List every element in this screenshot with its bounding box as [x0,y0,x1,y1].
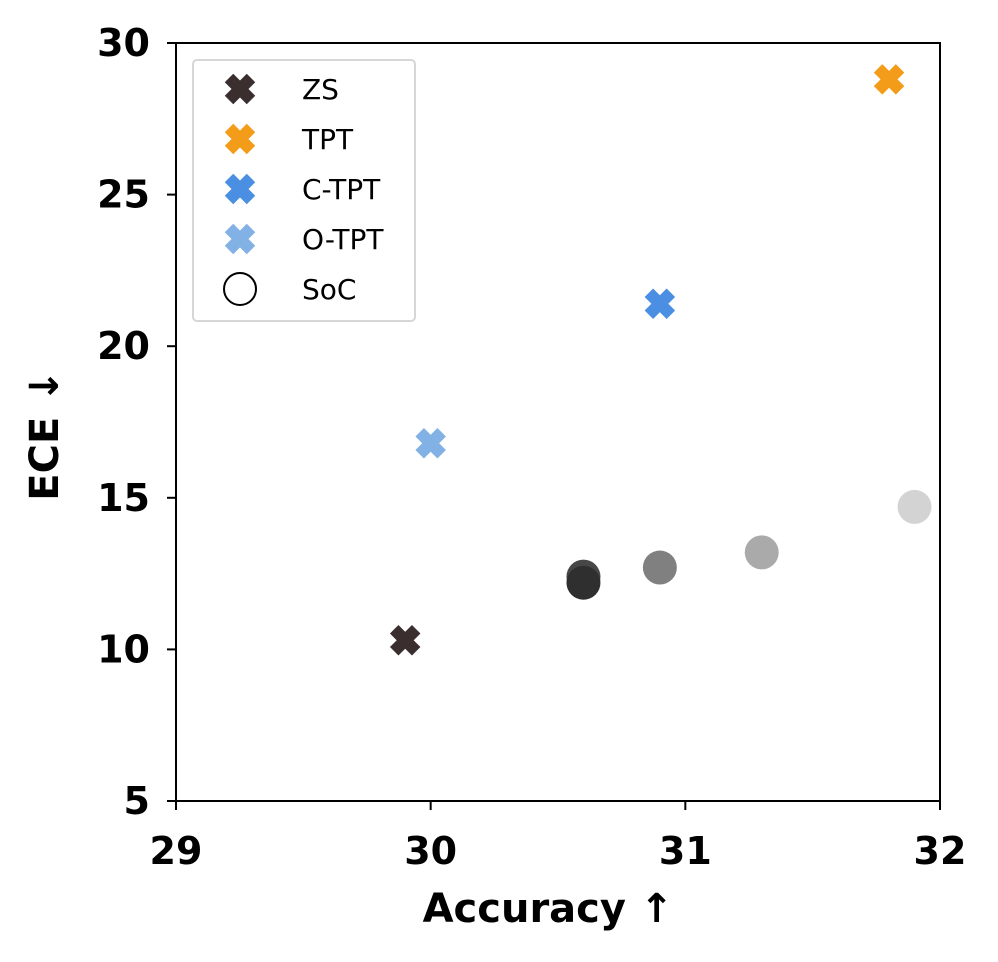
axes: 29 30 31 32 5 10 15 20 25 30 [97,21,966,873]
legend-marker-zs [224,73,256,105]
y-tick-label: 5 [124,779,150,823]
legend-label-soc: SoC [302,273,356,306]
legend-marker-o-tpt [224,223,256,255]
y-tick-label: 10 [97,627,150,671]
data-point-soc-5 [897,489,932,524]
legend-label-o-tpt: O-TPT [302,223,384,256]
legend: ZS TPT C-TPT O-TPT SoC [192,59,416,322]
legend-label-c-tpt: C-TPT [302,173,381,206]
data-point-zs [389,625,421,656]
y-tick-label: 30 [97,21,150,65]
x-tick-label: 30 [404,829,457,873]
y-axis-label: ECE ↓ [22,369,68,500]
data-point-tpt [873,64,905,95]
data-point-soc-4 [744,535,779,570]
legend-marker-tpt [224,123,256,155]
x-tick-label: 31 [659,829,712,873]
y-tick-label: 25 [97,173,150,217]
plot-area [389,64,932,656]
x-axis-label: Accuracy ↑ [423,886,674,932]
legend-box [192,59,416,322]
legend-label-tpt: TPT [301,123,354,156]
x-tick-label: 32 [914,829,967,873]
data-point-o-tpt [415,427,446,459]
plot-frame [175,42,941,802]
data-point-soc-3 [642,550,677,585]
y-tick-label: 15 [97,476,150,520]
legend-label-zs: ZS [302,73,339,106]
x-tick-label: 29 [150,829,203,873]
legend-marker-c-tpt [224,173,256,205]
legend-marker-soc [223,272,257,306]
y-tick-label: 20 [97,324,150,368]
data-point-c-tpt [644,288,676,319]
data-point-soc-2 [566,565,601,600]
